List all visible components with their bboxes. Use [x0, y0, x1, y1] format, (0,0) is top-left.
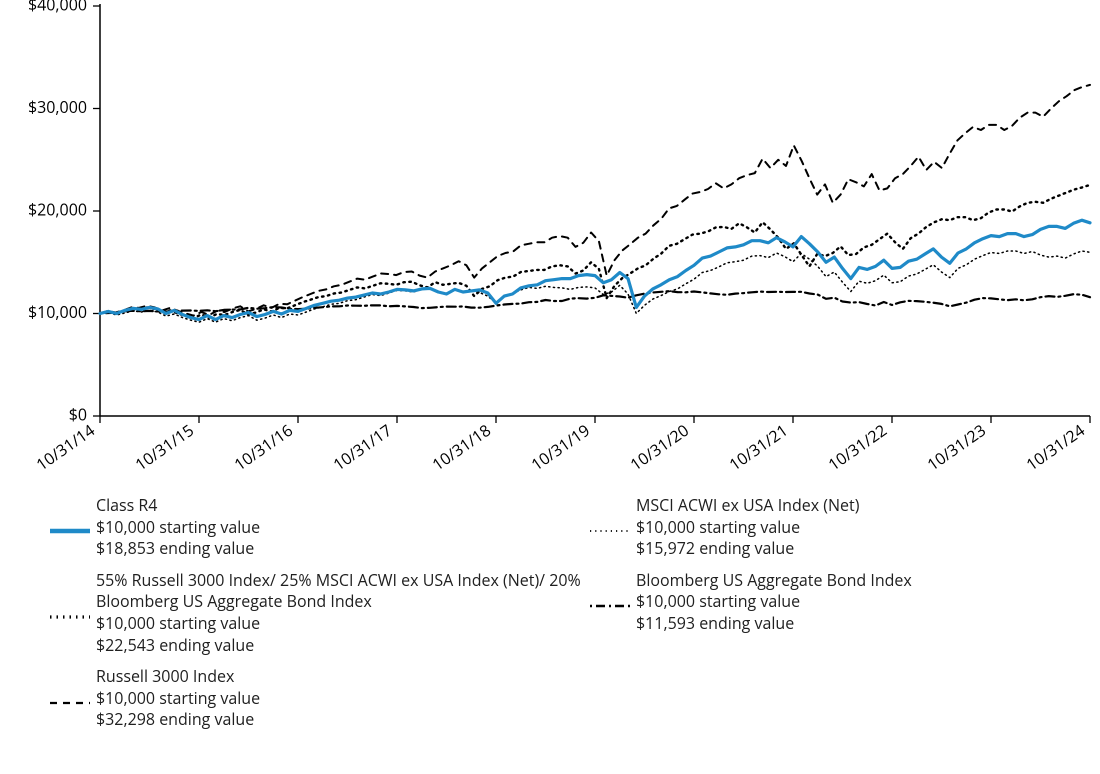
x-tick-label: 10/31/15 [131, 419, 198, 475]
y-tick-label: $20,000 [28, 198, 87, 220]
legend-start: $10,000 starting value [636, 517, 1070, 539]
legend-label: MSCI ACWI ex USA Index (Net) [636, 495, 1070, 517]
legend-text: Bloomberg US Aggregate Bond Index$10,000… [636, 570, 1070, 635]
legend-item-russell_3000: Russell 3000 Index$10,000 starting value… [50, 666, 590, 731]
growth-chart-page: $0$10,000$20,000$30,000$40,00010/31/1410… [0, 0, 1100, 774]
legend-label: 55% Russell 3000 Index/ 25% MSCI ACWI ex… [96, 570, 590, 613]
x-tick-label: 10/31/19 [527, 419, 594, 475]
legend-end: $15,972 ending value [636, 538, 1070, 560]
legend-start: $10,000 starting value [636, 591, 1070, 613]
legend-swatch-russell_3000 [50, 666, 96, 731]
legend-swatch-msci_acwi_ex_usa [590, 495, 636, 560]
chart-legend: Class R4$10,000 starting value$18,853 en… [50, 495, 1070, 741]
y-tick-label: $10,000 [28, 301, 87, 323]
x-tick-label: 10/31/14 [32, 419, 99, 475]
line-chart: $0$10,000$20,000$30,000$40,00010/31/1410… [0, 0, 1100, 480]
legend-start: $10,000 starting value [96, 688, 590, 710]
x-tick-label: 10/31/18 [428, 419, 495, 475]
legend-end: $32,298 ending value [96, 709, 590, 731]
legend-item-class_r4: Class R4$10,000 starting value$18,853 en… [50, 495, 590, 560]
x-tick-label: 10/31/24 [1022, 419, 1089, 475]
legend-label: Bloomberg US Aggregate Bond Index [636, 570, 1070, 592]
legend-swatch-blend_55_25_20 [50, 570, 96, 656]
legend-start: $10,000 starting value [96, 613, 590, 635]
legend-text: Class R4$10,000 starting value$18,853 en… [96, 495, 590, 560]
legend-swatch-bloomberg_agg [590, 570, 636, 635]
x-tick-label: 10/31/23 [923, 419, 990, 475]
y-tick-label: $40,000 [28, 0, 87, 15]
x-tick-label: 10/31/17 [329, 419, 396, 475]
legend-text: 55% Russell 3000 Index/ 25% MSCI ACWI ex… [96, 570, 590, 656]
series-blend_55_25_20 [100, 185, 1090, 318]
legend-item-bloomberg_agg: Bloomberg US Aggregate Bond Index$10,000… [590, 570, 1070, 635]
legend-text: MSCI ACWI ex USA Index (Net)$10,000 star… [636, 495, 1070, 560]
legend-start: $10,000 starting value [96, 517, 590, 539]
legend-end: $11,593 ending value [636, 613, 1070, 635]
legend-swatch-class_r4 [50, 495, 96, 560]
series-bloomberg_agg [100, 291, 1090, 313]
x-tick-label: 10/31/21 [725, 419, 792, 475]
x-tick-label: 10/31/22 [824, 419, 891, 475]
legend-label: Russell 3000 Index [96, 666, 590, 688]
y-tick-label: $30,000 [28, 96, 87, 118]
legend-end: $22,543 ending value [96, 635, 590, 657]
legend-label: Class R4 [96, 495, 590, 517]
series-russell_3000 [100, 85, 1090, 316]
x-tick-label: 10/31/20 [626, 419, 693, 475]
x-tick-label: 10/31/16 [230, 419, 297, 475]
legend-text: Russell 3000 Index$10,000 starting value… [96, 666, 590, 731]
legend-item-blend_55_25_20: 55% Russell 3000 Index/ 25% MSCI ACWI ex… [50, 570, 590, 656]
legend-end: $18,853 ending value [96, 538, 590, 560]
legend-item-msci_acwi_ex_usa: MSCI ACWI ex USA Index (Net)$10,000 star… [590, 495, 1070, 560]
